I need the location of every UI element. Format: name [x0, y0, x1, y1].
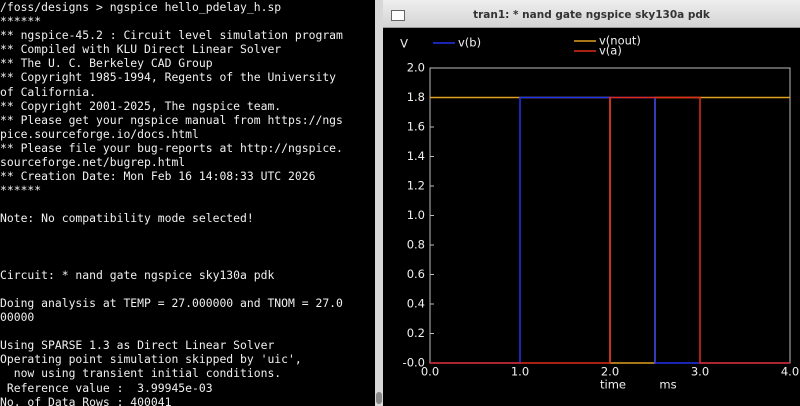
- legend-label: v(a): [599, 44, 622, 58]
- series-line: [430, 96, 790, 364]
- terminal-line: Note: No compatibility mode selected!: [0, 211, 254, 226]
- terminal-line: pice.sourceforge.io/docs.html: [0, 126, 199, 141]
- terminal-line: No. of Data Rows : 400041: [0, 394, 172, 406]
- y-tick-label: 0.6: [407, 267, 425, 281]
- terminal-line: Operating point simulation skipped by 'u…: [0, 352, 302, 367]
- terminal-line: 00000: [0, 310, 35, 325]
- x-tick-label: 4.0: [781, 365, 799, 379]
- x-tick-label: 0.0: [421, 365, 439, 379]
- terminal-line: ******: [0, 14, 42, 29]
- y-tick-label: 0.8: [407, 238, 425, 252]
- y-tick-label: 1.2: [407, 179, 425, 193]
- terminal-line: ******: [0, 183, 42, 198]
- terminal-line: ** Please file your bug-reports at http:…: [0, 140, 343, 155]
- y-tick-label: 0.4: [407, 297, 425, 311]
- x-tick-label: 1.0: [511, 365, 529, 379]
- x-tick-label: 3.0: [691, 365, 709, 379]
- scroll-thumb[interactable]: [376, 392, 382, 404]
- terminal-line: sourceforge.net/bugrep.html: [0, 155, 186, 170]
- x-axis-unit: ms: [659, 378, 676, 392]
- terminal-line: Using SPARSE 1.3 as Direct Linear Solver: [0, 338, 275, 353]
- terminal-line: Circuit: * nand gate ngspice sky130a pdk: [0, 267, 275, 282]
- y-tick-label: 1.0: [407, 208, 425, 222]
- scrollbar[interactable]: [375, 0, 383, 406]
- terminal-line: now using transient initial conditions.: [0, 366, 282, 381]
- y-tick-label: -0.0: [403, 356, 425, 370]
- terminal-line: ** Copyright 2001-2025, The ngspice team…: [0, 98, 282, 113]
- legend-label: v(b): [458, 36, 481, 50]
- legend-label: v(nout): [599, 34, 641, 48]
- terminal-line: ** The U. C. Berkeley CAD Group: [0, 56, 213, 71]
- y-tick-label: 2.0: [407, 61, 425, 75]
- terminal: /foss/designs > ngspice hello_pdelay_h.s…: [0, 0, 375, 406]
- window-title: tran1: * nand gate ngspice sky130a pdk: [473, 9, 710, 21]
- terminal-line: ** Creation Date: Mon Feb 16 14:08:33 UT…: [0, 169, 316, 184]
- terminal-line: ** Copyright 1985-1994, Regents of the U…: [0, 70, 337, 85]
- terminal-line: ** ngspice-45.2 : Circuit level simulati…: [0, 28, 343, 43]
- y-tick-label: 0.2: [407, 326, 425, 340]
- y-tick-label: 1.6: [407, 120, 425, 134]
- terminal-line: Doing analysis at TEMP = 27.000000 and T…: [0, 295, 343, 310]
- y-tick-label: 1.8: [407, 90, 425, 104]
- x-tick-label: 2.0: [601, 365, 619, 379]
- window-icon[interactable]: [391, 10, 405, 21]
- y-axis-label: V: [400, 37, 408, 51]
- title-bar[interactable]: tran1: * nand gate ngspice sky130a pdk: [383, 0, 800, 28]
- terminal-line: /foss/designs > ngspice hello_pdelay_h.s…: [0, 0, 282, 14]
- terminal-line: of California.: [0, 84, 97, 99]
- x-axis-label: time: [600, 378, 626, 392]
- terminal-line: Reference value : 3.99945e-03: [0, 380, 213, 395]
- terminal-line: ** Compiled with KLU Direct Linear Solve…: [0, 42, 282, 57]
- y-tick-label: 1.4: [407, 149, 425, 163]
- terminal-line: ** Please get your ngspice manual from h…: [0, 112, 343, 127]
